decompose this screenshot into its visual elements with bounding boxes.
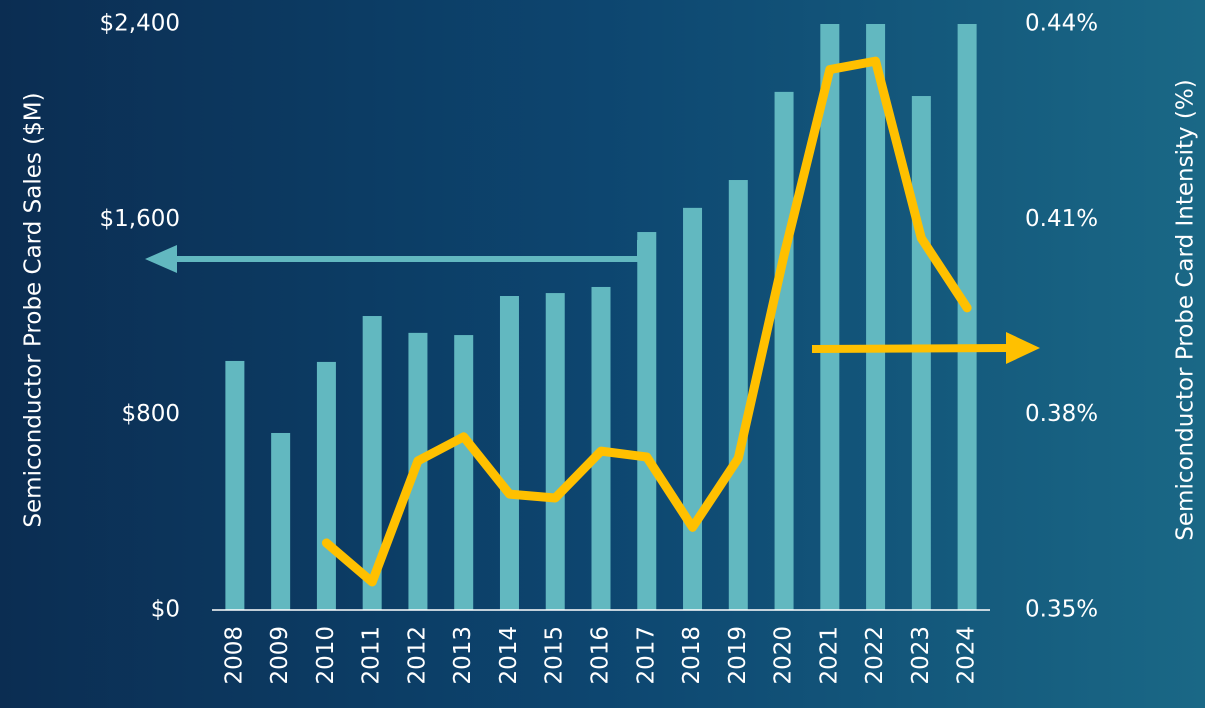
x-tick-label: 2015: [542, 626, 568, 685]
left-arrow-head: [145, 245, 177, 273]
right-arrow-line: [811, 344, 1011, 353]
bar: [866, 24, 886, 610]
y2-tick-label: 0.41%: [1025, 206, 1098, 232]
x-tick-label: 2020: [771, 626, 797, 685]
x-tick-label: 2018: [679, 626, 705, 685]
bar: [454, 335, 474, 610]
bar: [820, 24, 840, 610]
bar: [683, 207, 703, 611]
bar: [225, 360, 245, 610]
y-axis-title: Semiconductor Probe Card Sales ($M): [21, 92, 47, 527]
x-tick-label: 2023: [908, 626, 934, 685]
y2-axis-title: Semiconductor Probe Card Intensity (%): [1173, 79, 1199, 540]
right-arrow-head: [1006, 332, 1040, 364]
x-tick-label: 2024: [954, 626, 980, 685]
annotation-arrows: [145, 240, 1040, 364]
plot-area: $0 $800 $1,600 $2,400 0.35% 0.38% 0.41% 0.44% 20…: [100, 11, 1099, 685]
x-tick-label: 2010: [313, 626, 339, 685]
x-tick-label: 2012: [404, 626, 430, 685]
bar: [957, 24, 977, 610]
x-tick-label: 2021: [816, 626, 842, 685]
y-tick-label: $2,400: [100, 11, 180, 37]
y-tick-label: $0: [151, 597, 180, 623]
x-tick-label: 2011: [359, 626, 385, 685]
y2-tick-label: 0.38%: [1025, 401, 1098, 427]
x-tick-label: 2008: [221, 626, 247, 685]
x-tick-label: 2017: [633, 626, 659, 685]
line: [321, 56, 972, 587]
x-tick-label: 2009: [267, 626, 293, 685]
bar: [911, 96, 931, 610]
y2-tick-label: 0.35%: [1025, 597, 1098, 623]
y-tick-label: $1,600: [100, 206, 180, 232]
x-tick-label: 2019: [725, 626, 751, 685]
bar: [728, 180, 748, 610]
bar: [774, 91, 794, 610]
y-tick-label: $800: [121, 401, 180, 427]
bar: [362, 316, 382, 610]
x-tick-label: 2022: [862, 626, 888, 685]
bar: [637, 232, 657, 610]
x-tick-label: 2016: [588, 626, 614, 685]
y2-tick-label: 0.44%: [1025, 11, 1098, 37]
x-tick-label: 2013: [450, 626, 476, 685]
bar: [271, 432, 291, 610]
bar: [499, 296, 519, 610]
x-tick-label: 2014: [496, 626, 522, 685]
bar: [545, 293, 565, 610]
left-arrow-line: [170, 240, 643, 262]
bar: [316, 361, 336, 610]
